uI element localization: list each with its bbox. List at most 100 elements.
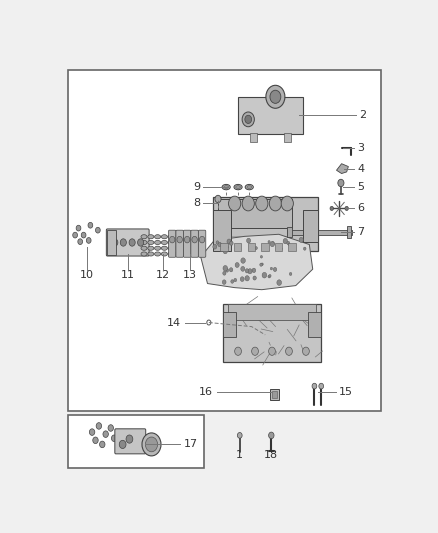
Circle shape — [215, 195, 221, 203]
Circle shape — [245, 115, 251, 124]
Polygon shape — [201, 235, 313, 290]
Circle shape — [78, 239, 83, 245]
Circle shape — [319, 383, 324, 389]
Ellipse shape — [247, 185, 251, 189]
Circle shape — [230, 268, 233, 272]
Ellipse shape — [148, 235, 154, 239]
Circle shape — [216, 241, 219, 244]
Bar — [250, 133, 258, 142]
Text: 12: 12 — [155, 270, 170, 280]
Circle shape — [76, 225, 81, 231]
Text: 16: 16 — [198, 387, 212, 397]
Circle shape — [260, 255, 262, 258]
Circle shape — [266, 85, 285, 108]
Circle shape — [268, 347, 276, 356]
Circle shape — [270, 267, 272, 270]
Text: 6: 6 — [357, 204, 364, 213]
Bar — [228, 304, 316, 320]
Bar — [234, 243, 241, 251]
Circle shape — [247, 238, 251, 243]
Text: 18: 18 — [264, 450, 279, 459]
Circle shape — [262, 272, 267, 278]
Bar — [218, 199, 292, 228]
Circle shape — [242, 196, 254, 211]
Bar — [261, 243, 268, 251]
Circle shape — [268, 275, 270, 278]
Circle shape — [95, 227, 100, 233]
Circle shape — [184, 236, 190, 243]
Ellipse shape — [161, 240, 167, 245]
Circle shape — [268, 432, 274, 439]
Ellipse shape — [148, 240, 154, 245]
FancyBboxPatch shape — [106, 229, 149, 256]
Circle shape — [192, 236, 197, 243]
Circle shape — [111, 435, 117, 441]
Ellipse shape — [141, 246, 147, 251]
Ellipse shape — [161, 246, 167, 251]
Circle shape — [88, 222, 93, 228]
Circle shape — [99, 441, 105, 448]
FancyBboxPatch shape — [184, 230, 191, 257]
Ellipse shape — [148, 246, 154, 251]
Circle shape — [129, 239, 135, 246]
Bar — [272, 391, 277, 398]
Text: 15: 15 — [339, 387, 353, 397]
Bar — [346, 227, 351, 238]
Text: 11: 11 — [121, 270, 135, 280]
Ellipse shape — [161, 252, 167, 256]
Circle shape — [96, 423, 102, 429]
Circle shape — [283, 238, 288, 244]
Bar — [212, 197, 318, 251]
Circle shape — [142, 433, 161, 456]
Circle shape — [345, 206, 348, 211]
Circle shape — [218, 242, 222, 247]
Circle shape — [303, 347, 309, 356]
Bar — [270, 389, 279, 400]
Text: 14: 14 — [167, 318, 181, 327]
Text: 13: 13 — [183, 270, 197, 280]
Bar — [212, 209, 231, 251]
Circle shape — [271, 241, 274, 246]
Circle shape — [120, 239, 127, 246]
Circle shape — [226, 269, 229, 272]
Circle shape — [242, 112, 254, 127]
Ellipse shape — [155, 240, 161, 245]
Ellipse shape — [175, 252, 181, 256]
Ellipse shape — [141, 235, 147, 239]
Text: 9: 9 — [193, 182, 200, 192]
Circle shape — [103, 431, 108, 438]
Ellipse shape — [245, 184, 253, 190]
Circle shape — [251, 347, 258, 356]
Bar — [287, 227, 293, 237]
Bar — [307, 312, 321, 337]
Circle shape — [138, 239, 144, 246]
Ellipse shape — [155, 235, 161, 239]
Text: 2: 2 — [359, 110, 366, 120]
Circle shape — [112, 239, 118, 246]
Circle shape — [280, 247, 282, 250]
Polygon shape — [336, 164, 348, 174]
Circle shape — [240, 277, 244, 281]
Circle shape — [237, 432, 242, 438]
Circle shape — [312, 383, 317, 389]
Bar — [288, 243, 296, 251]
Circle shape — [223, 271, 226, 275]
Ellipse shape — [155, 252, 161, 256]
Circle shape — [338, 179, 344, 187]
Circle shape — [268, 240, 270, 243]
Circle shape — [223, 280, 226, 285]
Circle shape — [223, 249, 227, 254]
Circle shape — [170, 236, 175, 243]
Ellipse shape — [155, 246, 161, 251]
Text: 10: 10 — [80, 270, 94, 280]
Bar — [287, 230, 352, 235]
Circle shape — [299, 237, 304, 243]
Circle shape — [241, 258, 245, 263]
Bar — [247, 243, 255, 251]
Bar — [220, 243, 228, 251]
Circle shape — [269, 196, 282, 211]
Bar — [284, 133, 291, 142]
Circle shape — [235, 263, 239, 268]
Circle shape — [264, 247, 268, 251]
Bar — [275, 243, 282, 251]
